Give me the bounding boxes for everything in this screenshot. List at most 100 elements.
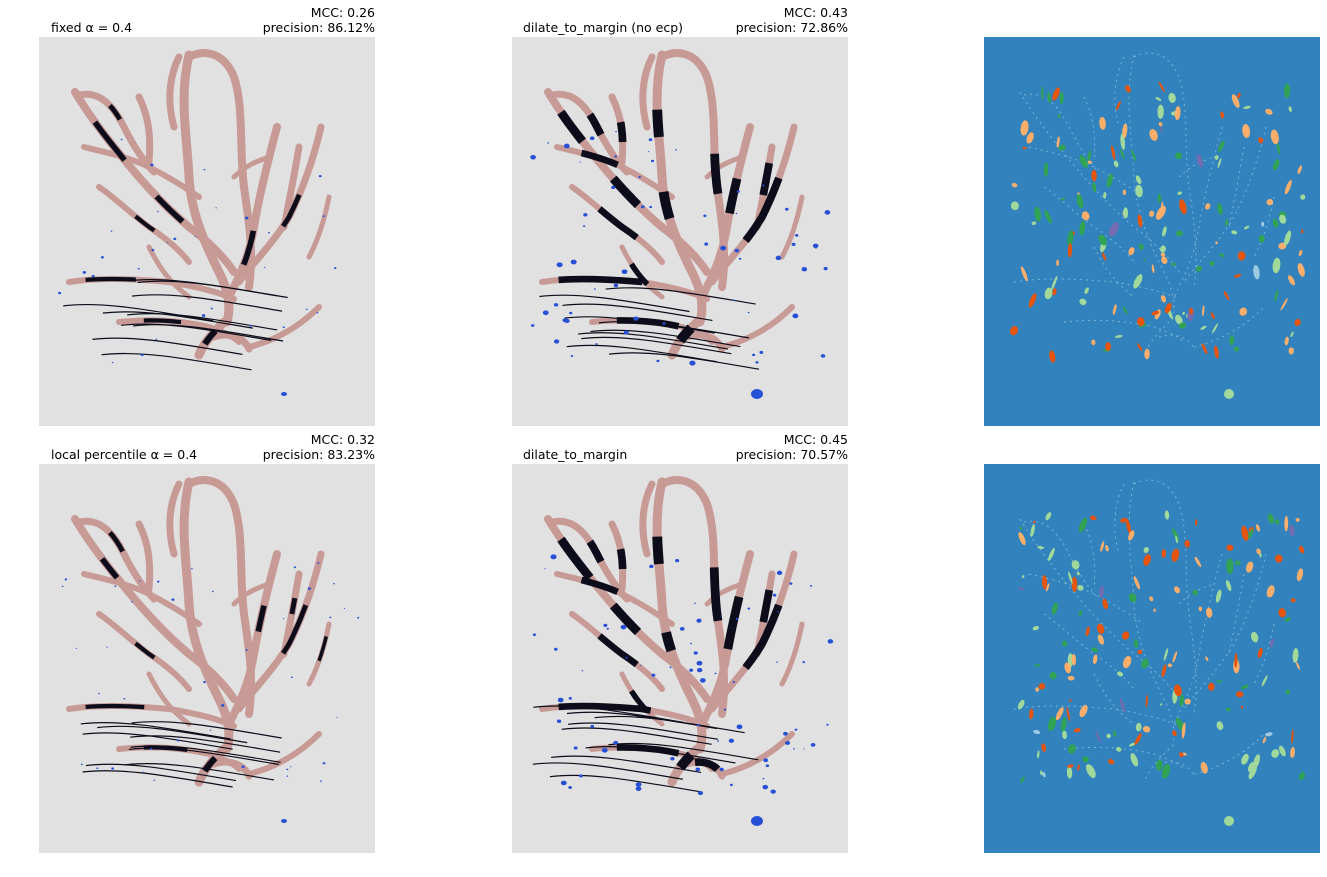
label-region — [1158, 81, 1165, 93]
label-region — [1272, 159, 1280, 171]
label-region — [1077, 584, 1084, 591]
false-positive-speck — [826, 723, 829, 726]
false-positive-speck — [317, 562, 320, 564]
vessel-branch — [231, 581, 272, 607]
label-region — [1215, 241, 1218, 245]
label-region — [1278, 745, 1286, 757]
false-positive-speck — [176, 739, 180, 742]
label-trace — [1013, 705, 1180, 727]
label-region — [1219, 253, 1225, 258]
false-positive-speck — [111, 767, 115, 770]
vessel-branch — [81, 144, 202, 200]
label-background — [984, 37, 1320, 426]
false-positive-speck — [669, 666, 672, 669]
vessel-branch — [246, 304, 322, 350]
false-positive-speck — [155, 338, 158, 341]
thin-branch — [92, 337, 243, 355]
detected-segment — [652, 480, 707, 751]
false-positive-speck — [305, 308, 308, 311]
vessel-branch — [719, 304, 795, 350]
label-region — [1101, 252, 1107, 261]
false-positive-speck — [334, 267, 337, 270]
false-positive-speck — [547, 142, 550, 144]
label-region — [1135, 722, 1142, 732]
label-region — [1184, 698, 1191, 705]
detected-segment — [544, 89, 711, 275]
label-region — [1224, 816, 1234, 826]
label-region — [1276, 142, 1281, 155]
label-region — [1142, 725, 1151, 733]
false-positive-speck — [777, 610, 779, 613]
label-region — [1178, 322, 1187, 329]
label-region — [1052, 87, 1060, 101]
label-region — [1217, 203, 1223, 216]
label-region — [1265, 108, 1273, 115]
vessel-branch — [639, 480, 656, 558]
label-region — [1209, 260, 1215, 266]
false-positive-speck — [699, 678, 706, 683]
detected-segment — [667, 318, 701, 357]
false-positive-speck — [263, 266, 266, 268]
label-region — [1137, 214, 1143, 228]
false-positive-speck — [290, 676, 293, 679]
label-region — [1120, 517, 1128, 523]
label-region — [1274, 519, 1280, 525]
label-region — [1179, 199, 1187, 215]
label-region — [1096, 623, 1105, 634]
label-trace — [1093, 673, 1135, 725]
label-region — [1122, 123, 1128, 139]
label-region — [1258, 234, 1265, 243]
vessel-branch — [704, 581, 745, 607]
label-region — [1189, 307, 1194, 315]
label-trace — [1228, 573, 1245, 655]
label-region — [1122, 631, 1130, 640]
label-region — [1032, 625, 1039, 631]
segmentation-image — [512, 464, 848, 853]
thin-branch — [608, 742, 759, 761]
label-region — [1157, 193, 1162, 203]
false-positive-speck — [614, 155, 617, 158]
blob-region — [281, 819, 287, 823]
label-region — [1020, 776, 1025, 784]
label-region — [1103, 191, 1107, 199]
false-positive-speck — [694, 602, 696, 604]
label-region — [1258, 137, 1264, 144]
detected-segment — [608, 95, 627, 163]
label-trace — [1114, 56, 1125, 128]
false-positive-speck — [785, 207, 789, 211]
label-region — [1160, 245, 1166, 253]
label-region — [1133, 274, 1143, 289]
false-positive-speck — [553, 303, 559, 307]
thin-branch — [137, 280, 288, 299]
false-positive-speck — [123, 697, 126, 700]
label-region — [1237, 92, 1241, 99]
vessel-branch — [704, 154, 745, 180]
false-positive-speck — [625, 656, 628, 659]
false-positive-speck — [733, 299, 736, 302]
false-positive-speck — [736, 724, 743, 730]
label-region — [1225, 707, 1231, 712]
vessel-branch — [179, 477, 234, 754]
label-region — [1226, 544, 1234, 551]
false-positive-speck — [58, 291, 62, 295]
label-region — [1037, 546, 1044, 550]
label-region — [1205, 656, 1209, 662]
label-region — [1116, 746, 1122, 752]
detected-segment — [608, 522, 627, 590]
false-positive-speck — [814, 246, 818, 249]
label-trace — [1013, 278, 1180, 300]
label-region — [1160, 126, 1163, 134]
false-positive-speck — [736, 190, 740, 193]
false-positive-speck — [615, 130, 617, 133]
false-positive-speck — [570, 354, 574, 357]
label-region — [1106, 173, 1113, 188]
false-positive-speck — [573, 746, 578, 750]
label-region — [1081, 211, 1090, 221]
label-region — [1079, 704, 1088, 718]
label-region — [1175, 230, 1184, 237]
false-positive-speck — [96, 767, 99, 769]
label-region — [1087, 150, 1092, 162]
label-region — [1113, 160, 1119, 168]
false-positive-speck — [785, 740, 791, 745]
label-region — [1044, 287, 1053, 300]
